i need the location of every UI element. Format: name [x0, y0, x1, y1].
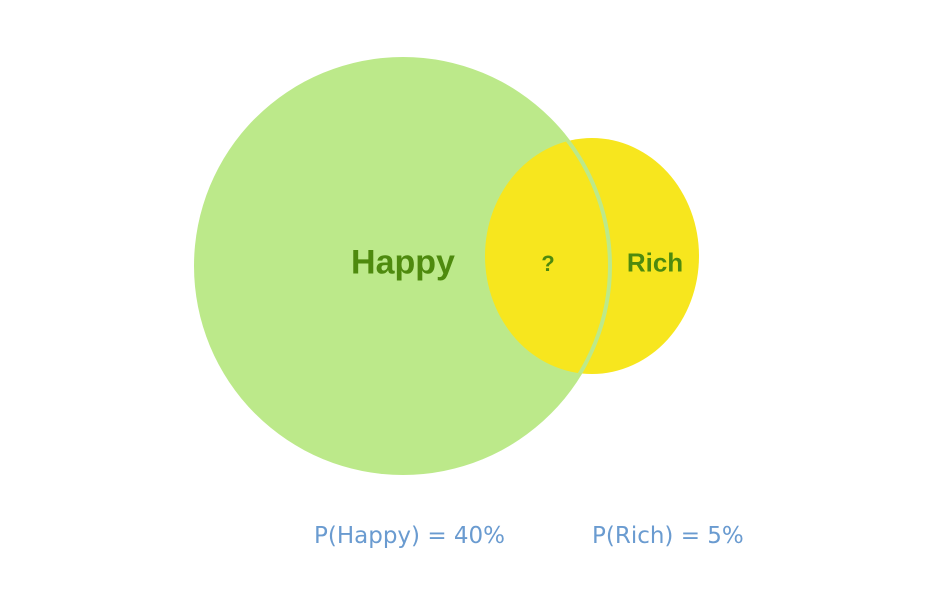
- probability-happy-text: P(Happy) = 40%: [314, 523, 506, 549]
- happy-label: Happy: [351, 243, 455, 282]
- intersection-label: ?: [541, 251, 555, 276]
- happy-circle: [194, 57, 612, 475]
- happy-circle-outline: [485, 138, 612, 374]
- rich-circle: [485, 138, 699, 374]
- probability-rich-text: P(Rich) = 5%: [592, 523, 744, 549]
- rich-label: Rich: [626, 247, 684, 278]
